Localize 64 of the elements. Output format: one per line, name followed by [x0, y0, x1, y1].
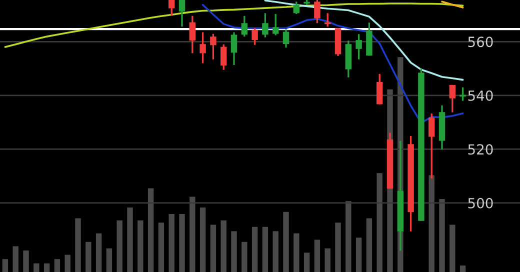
bar	[200, 208, 206, 272]
bar	[294, 233, 300, 272]
bar	[12, 246, 18, 272]
candlestick	[376, 73, 383, 106]
candlestick	[356, 33, 362, 60]
bar	[2, 259, 8, 272]
bar	[220, 220, 226, 272]
bar	[231, 231, 237, 272]
bar	[439, 198, 445, 272]
bar	[23, 250, 29, 272]
bar	[44, 263, 50, 272]
bar	[158, 222, 164, 272]
bar	[366, 218, 372, 272]
candlestick	[272, 13, 279, 36]
bar	[64, 254, 70, 272]
bar	[262, 226, 268, 272]
bar	[428, 175, 434, 272]
bar	[356, 238, 362, 272]
bar	[190, 196, 196, 272]
bar	[283, 212, 289, 272]
candlestick	[230, 31, 238, 66]
bar	[242, 242, 248, 272]
bar	[96, 233, 102, 272]
candlestick	[220, 44, 227, 71]
bar	[314, 240, 320, 272]
bar	[168, 214, 174, 272]
candlestick	[449, 84, 456, 114]
y-tick-label: 560	[468, 36, 493, 48]
bar	[148, 188, 154, 272]
candlestick	[168, 0, 175, 16]
bar	[34, 263, 40, 272]
candlestick	[262, 12, 268, 38]
line-series	[264, 0, 464, 81]
candlestick	[282, 28, 290, 48]
bar	[460, 266, 466, 272]
bar	[75, 218, 81, 272]
bar	[376, 173, 382, 272]
candlestick	[314, 0, 320, 24]
bar	[272, 231, 278, 272]
candlestick	[189, 15, 196, 54]
candlestick	[200, 31, 206, 64]
bar	[450, 224, 456, 272]
candlestick	[210, 33, 216, 60]
bar	[86, 242, 92, 272]
line-series	[4, 2, 464, 48]
candlestick	[252, 27, 258, 46]
y-tick-label: 520	[468, 144, 493, 155]
bar	[116, 220, 122, 272]
candlestick	[293, 0, 300, 15]
y-tick-label: 540	[468, 90, 493, 101]
bar	[210, 224, 216, 272]
bar	[335, 222, 341, 272]
bar	[324, 248, 330, 272]
candlestick	[178, 0, 186, 28]
bar	[346, 201, 352, 272]
y-tick-label: 500	[468, 198, 493, 208]
bar	[252, 226, 258, 272]
bar	[179, 214, 185, 272]
candlestick	[241, 15, 248, 38]
bar	[127, 208, 133, 272]
bar	[304, 252, 310, 272]
bar	[106, 248, 112, 272]
bar	[54, 259, 60, 272]
bar	[138, 220, 144, 272]
